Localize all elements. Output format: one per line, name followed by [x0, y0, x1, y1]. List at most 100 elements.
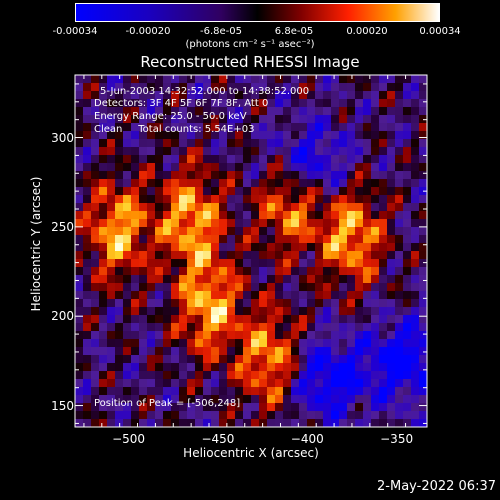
heatmap-cell — [283, 315, 292, 324]
heatmap-cell — [395, 147, 404, 156]
heatmap-cell — [355, 355, 364, 364]
heatmap-cell — [355, 395, 364, 404]
heatmap-cell — [403, 123, 412, 132]
heatmap-cell — [211, 379, 220, 388]
heatmap-cell — [243, 155, 252, 164]
heatmap-cell — [235, 379, 244, 388]
heatmap-cell — [251, 323, 260, 332]
heatmap-cell — [291, 387, 300, 396]
heatmap-cell — [91, 355, 100, 364]
heatmap-cell — [211, 363, 220, 372]
heatmap-cell — [211, 307, 220, 316]
heatmap-cell — [291, 355, 300, 364]
heatmap-cell — [203, 275, 212, 284]
heatmap-cell — [411, 307, 420, 316]
heatmap-cell — [275, 203, 284, 212]
heatmap-cell — [331, 371, 340, 380]
heatmap-cell — [131, 107, 140, 116]
heatmap-cell — [307, 211, 316, 220]
heatmap-cell — [363, 155, 372, 164]
heatmap-cell — [219, 131, 228, 140]
heatmap-cell — [403, 323, 412, 332]
heatmap-cell — [355, 211, 364, 220]
heatmap-cell — [155, 123, 164, 132]
heatmap-cell — [163, 107, 172, 116]
heatmap-cell — [283, 395, 292, 404]
heatmap-cell — [115, 403, 124, 412]
heatmap-cell — [403, 171, 412, 180]
heatmap-cell — [251, 195, 260, 204]
heatmap-cell — [275, 379, 284, 388]
heatmap-cell — [123, 411, 132, 420]
heatmap-cell — [411, 83, 420, 92]
heatmap-cell — [139, 315, 148, 324]
heatmap-cell — [371, 419, 380, 428]
heatmap-cell — [283, 243, 292, 252]
heatmap-cell — [339, 347, 348, 356]
heatmap-cell — [99, 131, 108, 140]
heatmap-cell — [323, 179, 332, 188]
heatmap-cell — [307, 275, 316, 284]
heatmap-cell — [307, 267, 316, 276]
heatmap-cell — [163, 179, 172, 188]
heatmap-cell — [123, 363, 132, 372]
heatmap-cell — [75, 75, 84, 84]
heatmap-cell — [75, 419, 84, 428]
heatmap-cell — [147, 243, 156, 252]
heatmap-cell — [323, 363, 332, 372]
heatmap-cell — [187, 147, 196, 156]
heatmap-cell — [147, 107, 156, 116]
heatmap-cell — [123, 235, 132, 244]
heatmap-cell — [275, 395, 284, 404]
heatmap-cell — [243, 395, 252, 404]
heatmap-cell — [299, 219, 308, 228]
heatmap-cell — [83, 419, 92, 428]
heatmap-cell — [75, 307, 84, 316]
heatmap-cell — [291, 315, 300, 324]
heatmap-cell — [331, 227, 340, 236]
heatmap-cell — [115, 347, 124, 356]
detectors-info: Detectors: 3F 4F 5F 6F 7F 8F, Att 0 — [94, 98, 269, 109]
heatmap-cell — [267, 75, 276, 84]
heatmap-cell — [299, 283, 308, 292]
heatmap-cell — [155, 307, 164, 316]
heatmap-cell — [243, 347, 252, 356]
heatmap-cell — [251, 203, 260, 212]
heatmap-cell — [403, 395, 412, 404]
heatmap-cell — [267, 315, 276, 324]
heatmap-cell — [123, 107, 132, 116]
heatmap-cell — [91, 379, 100, 388]
heatmap-cell — [179, 411, 188, 420]
heatmap-cell — [227, 139, 236, 148]
heatmap-cell — [147, 251, 156, 260]
heatmap-cell — [99, 315, 108, 324]
heatmap-cell — [179, 139, 188, 148]
heatmap-cell — [211, 355, 220, 364]
heatmap-cell — [315, 387, 324, 396]
heatmap-cell — [395, 211, 404, 220]
heatmap-cell — [179, 379, 188, 388]
heatmap-cell — [219, 403, 228, 412]
heatmap-cell — [363, 171, 372, 180]
heatmap-cell — [299, 179, 308, 188]
heatmap-cell — [211, 235, 220, 244]
heatmap-cell — [227, 387, 236, 396]
heatmap-cell — [83, 411, 92, 420]
heatmap-cell — [403, 315, 412, 324]
heatmap-cell — [195, 83, 204, 92]
heatmap-cell — [363, 219, 372, 228]
heatmap-cell — [267, 211, 276, 220]
heatmap-cell — [99, 339, 108, 348]
heatmap-cell — [283, 363, 292, 372]
heatmap-cell — [355, 291, 364, 300]
heatmap-cell — [291, 299, 300, 308]
heatmap-cell — [347, 331, 356, 340]
heatmap-cell — [123, 275, 132, 284]
heatmap-cell — [275, 123, 284, 132]
heatmap-cell — [331, 347, 340, 356]
heatmap-cell — [283, 155, 292, 164]
heatmap-cell — [203, 123, 212, 132]
heatmap-cell — [123, 83, 132, 92]
heatmap-cell — [371, 99, 380, 108]
heatmap-cell — [83, 387, 92, 396]
